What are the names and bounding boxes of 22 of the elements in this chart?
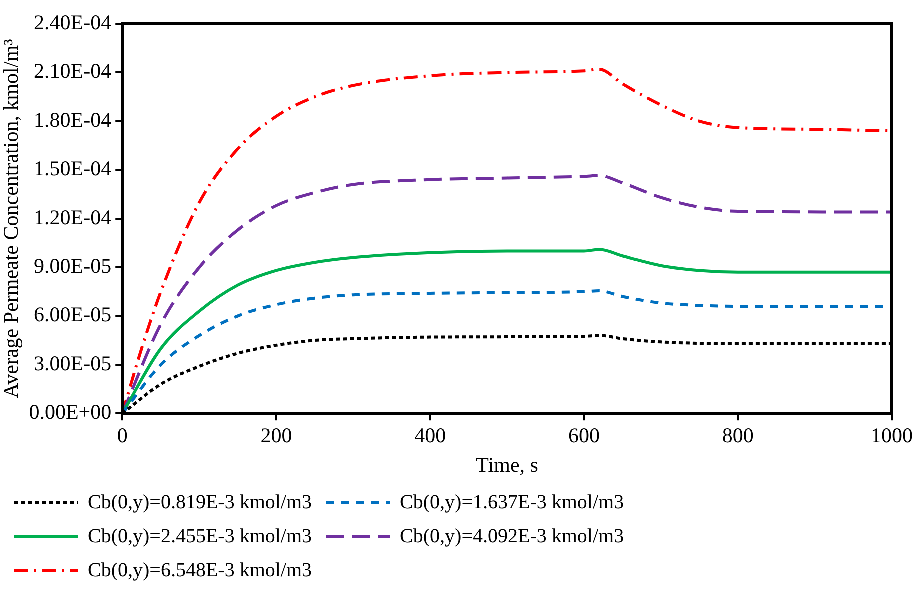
legend-label: Cb(0,y)=1.637E-3 kmol/m3: [400, 491, 624, 514]
legend-label: Cb(0,y)=4.092E-3 kmol/m3: [400, 525, 624, 548]
y-tick-label: 2.10E-04: [34, 59, 112, 84]
x-tick-label: 400: [414, 424, 446, 448]
legend-label: Cb(0,y)=0.819E-3 kmol/m3: [88, 491, 312, 514]
y-axis-title: Average Permeate Concentration, kmol/m³: [0, 39, 24, 398]
y-tick-label: 2.40E-04: [34, 10, 112, 35]
x-tick-label: 0: [117, 424, 128, 448]
x-axis-title: Time, s: [476, 452, 538, 477]
x-tick-label: 200: [260, 424, 292, 448]
x-tick-label: 800: [722, 424, 754, 448]
y-tick-label: 1.50E-04: [34, 156, 112, 181]
x-tick-label: 1000: [871, 424, 913, 448]
y-tick-label: 3.00E-05: [34, 351, 112, 376]
y-tick-label: 9.00E-05: [34, 254, 112, 278]
x-tick-label: 600: [568, 424, 600, 448]
y-tick-label: 1.20E-04: [34, 205, 112, 230]
y-tick-label: 6.00E-05: [34, 302, 112, 327]
y-tick-label: 1.80E-04: [34, 108, 112, 132]
legend-label: Cb(0,y)=6.548E-3 kmol/m3: [88, 559, 312, 582]
legend-label: Cb(0,y)=2.455E-3 kmol/m3: [88, 525, 312, 548]
y-tick-label: 0.00E+00: [29, 400, 112, 424]
